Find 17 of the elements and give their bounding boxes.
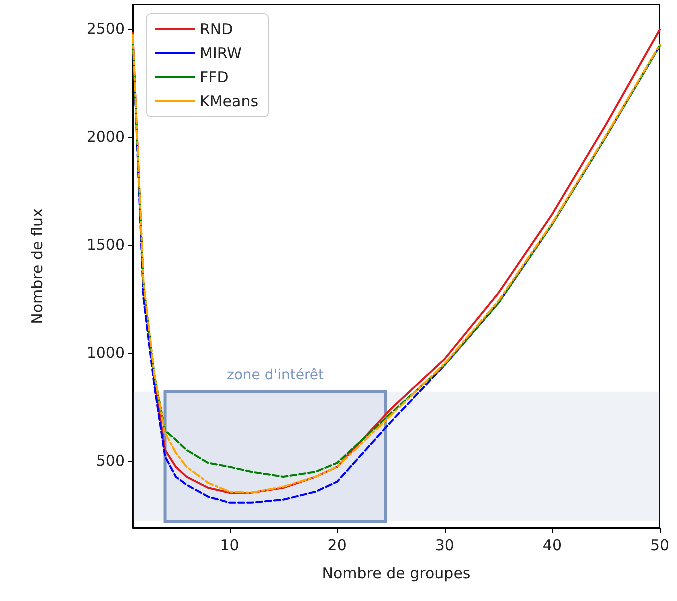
y-tick-label: 2000 xyxy=(86,128,125,146)
y-tick-label: 2500 xyxy=(86,20,125,38)
x-tick-label: 30 xyxy=(435,536,454,554)
band-label: zone d'intérêt xyxy=(226,367,325,384)
x-tick-label: 20 xyxy=(328,536,347,554)
y-tick-label: 1000 xyxy=(86,344,125,362)
x-axis-title: Nombre de groupes xyxy=(322,564,471,582)
y-axis-title: Nombre de flux xyxy=(28,208,46,324)
legend-label: RND xyxy=(200,20,234,38)
x-tick-label: 40 xyxy=(542,536,562,554)
legend-label: KMeans xyxy=(200,92,259,110)
legend-label: MIRW xyxy=(200,44,242,62)
y-tick-label: 500 xyxy=(96,452,125,470)
x-tick-label: 10 xyxy=(220,536,240,554)
x-tick-label: 50 xyxy=(650,536,670,554)
legend-label: FFD xyxy=(200,68,229,86)
y-tick-label: 1500 xyxy=(86,236,125,254)
